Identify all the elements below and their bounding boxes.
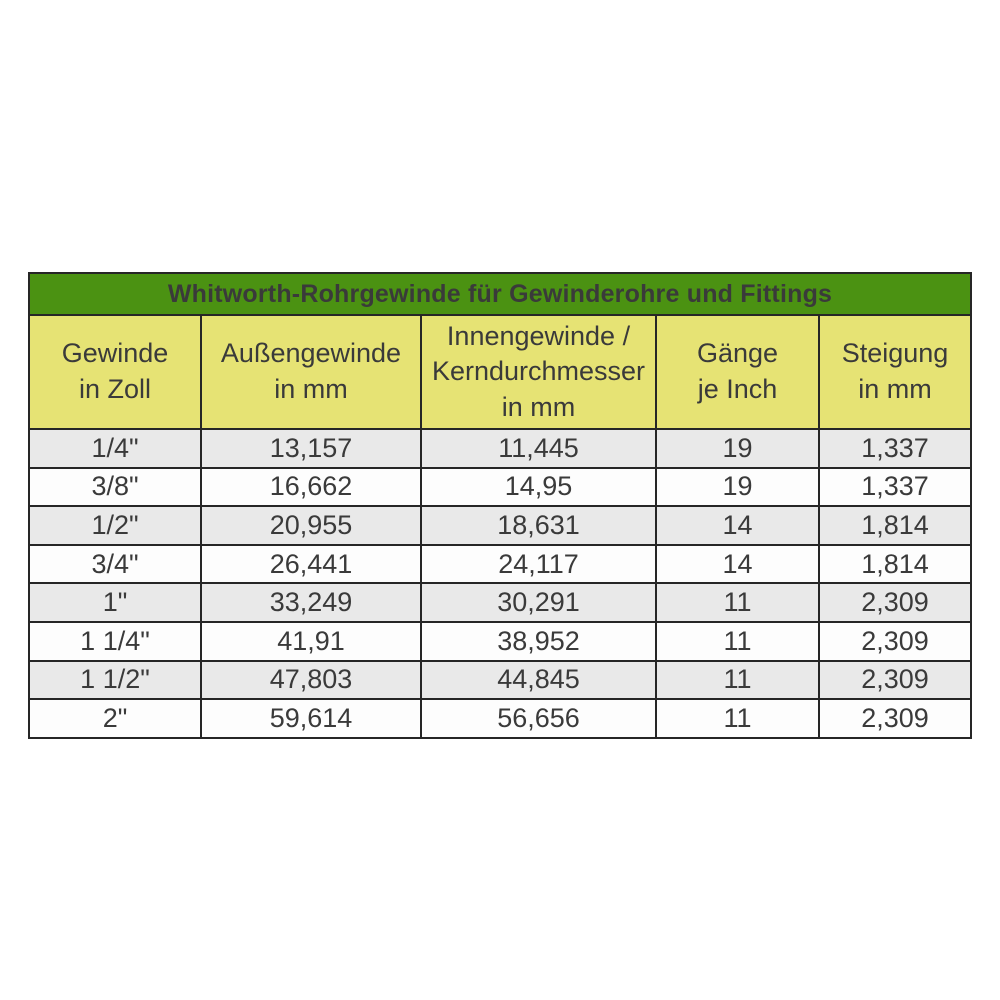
table-cell: 2" — [28, 698, 202, 739]
table-cell: 33,249 — [200, 582, 422, 623]
table-cell: 11,445 — [420, 428, 657, 469]
table-cell: 1 1/2" — [28, 659, 202, 701]
table-cell: 3/4" — [28, 543, 202, 585]
table-cell: 2,309 — [818, 582, 972, 623]
table-cell: 41,91 — [200, 620, 422, 662]
table-cell: 19 — [655, 428, 820, 469]
table-row: 1/2" 20,955 18,631 14 1,814 — [28, 505, 972, 546]
table-cell: 1 1/4" — [28, 620, 202, 662]
table-row: 1/4" 13,157 11,445 19 1,337 — [28, 428, 972, 469]
column-header-4: Steigung in mm — [818, 314, 972, 430]
table-cell: 14,95 — [420, 466, 657, 508]
table-cell: 18,631 — [420, 505, 657, 546]
column-header-0: Gewinde in Zoll — [28, 314, 202, 430]
table-cell: 1/4" — [28, 428, 202, 469]
table-cell: 1" — [28, 582, 202, 623]
table-cell: 13,157 — [200, 428, 422, 469]
table-cell: 1,337 — [818, 428, 972, 469]
table-cell: 30,291 — [420, 582, 657, 623]
column-header-2: Innengewinde / Kerndurchmesser in mm — [420, 314, 657, 430]
table-cell: 24,117 — [420, 543, 657, 585]
table-cell: 11 — [655, 659, 820, 701]
table-row: 2" 59,614 56,656 11 2,309 — [28, 698, 972, 739]
table-cell: 1,814 — [818, 543, 972, 585]
table-cell: 11 — [655, 698, 820, 739]
table-cell: 20,955 — [200, 505, 422, 546]
table-row: 1 1/2" 47,803 44,845 11 2,309 — [28, 659, 972, 701]
title-row: Whitworth-Rohrgewinde für Gewinderohre u… — [28, 272, 972, 316]
table-cell: 1,814 — [818, 505, 972, 546]
table-row: 1" 33,249 30,291 11 2,309 — [28, 582, 972, 623]
table-row: 3/4" 26,441 24,117 14 1,814 — [28, 543, 972, 585]
table-cell: 26,441 — [200, 543, 422, 585]
table-cell: 1,337 — [818, 466, 972, 508]
table-row: 1 1/4" 41,91 38,952 11 2,309 — [28, 620, 972, 662]
table-cell: 47,803 — [200, 659, 422, 701]
table-cell: 1/2" — [28, 505, 202, 546]
table-cell: 19 — [655, 466, 820, 508]
table-cell: 2,309 — [818, 659, 972, 701]
column-header-3: Gänge je Inch — [655, 314, 820, 430]
table-cell: 2,309 — [818, 698, 972, 739]
whitworth-thread-table: Whitworth-Rohrgewinde für Gewinderohre u… — [28, 272, 972, 739]
table-cell: 59,614 — [200, 698, 422, 739]
table-cell: 14 — [655, 505, 820, 546]
table-title: Whitworth-Rohrgewinde für Gewinderohre u… — [28, 272, 972, 316]
table-cell: 16,662 — [200, 466, 422, 508]
table-cell: 44,845 — [420, 659, 657, 701]
table-cell: 11 — [655, 620, 820, 662]
table-row: 3/8" 16,662 14,95 19 1,337 — [28, 466, 972, 508]
table-cell: 2,309 — [818, 620, 972, 662]
column-header-1: Außengewinde in mm — [200, 314, 422, 430]
table-body: 1/4" 13,157 11,445 19 1,337 3/8" 16,662 14,95 19… — [28, 428, 972, 739]
table-cell: 38,952 — [420, 620, 657, 662]
table-cell: 11 — [655, 582, 820, 623]
table-cell: 14 — [655, 543, 820, 585]
header-row: Gewinde in Zoll Außengewinde in mm Innenge… — [28, 314, 972, 430]
table-cell: 56,656 — [420, 698, 657, 739]
table-cell: 3/8" — [28, 466, 202, 508]
